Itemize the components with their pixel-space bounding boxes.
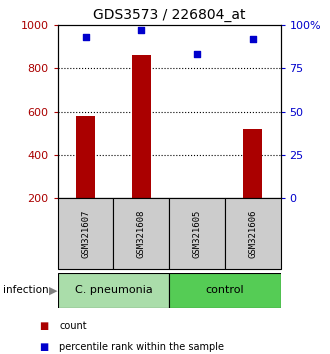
Text: GSM321605: GSM321605 <box>192 210 202 258</box>
Bar <box>58 198 114 269</box>
Text: ▶: ▶ <box>49 285 57 295</box>
Text: count: count <box>59 321 87 331</box>
Text: percentile rank within the sample: percentile rank within the sample <box>59 342 224 352</box>
Title: GDS3573 / 226804_at: GDS3573 / 226804_at <box>93 8 246 22</box>
Point <box>250 36 255 41</box>
Text: GSM321608: GSM321608 <box>137 210 146 258</box>
Text: ■: ■ <box>40 321 49 331</box>
Bar <box>187 198 207 199</box>
Text: GSM321606: GSM321606 <box>248 210 257 258</box>
Point <box>83 34 88 40</box>
Bar <box>169 198 225 269</box>
Bar <box>58 273 169 308</box>
Point <box>139 27 144 33</box>
Bar <box>132 55 151 198</box>
Text: C. pneumonia: C. pneumonia <box>75 285 152 295</box>
Text: ■: ■ <box>40 342 49 352</box>
Bar <box>243 129 262 198</box>
Bar <box>169 273 280 308</box>
Text: control: control <box>206 285 244 295</box>
Bar <box>114 198 169 269</box>
Text: infection: infection <box>3 285 49 295</box>
Bar <box>76 116 95 198</box>
Text: GSM321607: GSM321607 <box>81 210 90 258</box>
Point <box>194 51 200 57</box>
Bar <box>225 198 280 269</box>
